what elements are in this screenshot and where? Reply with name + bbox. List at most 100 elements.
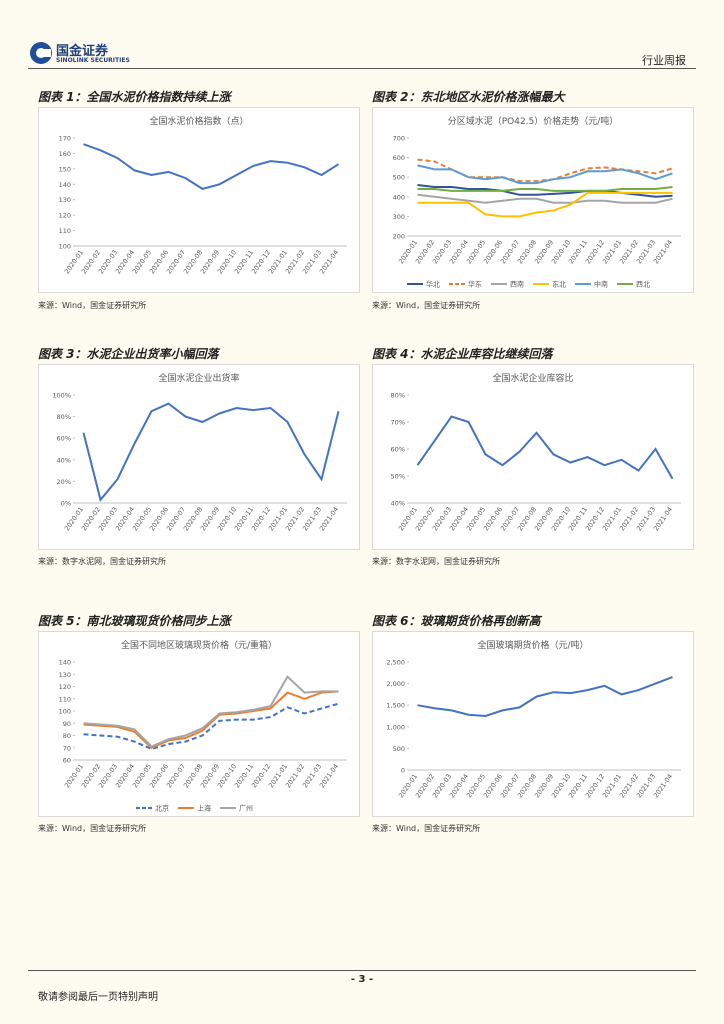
figure-caption: 图表 1：全国水泥价格指数持续上涨 bbox=[38, 88, 358, 108]
y-tick-label: 100 bbox=[59, 243, 71, 251]
y-tick-label: 200 bbox=[393, 233, 405, 241]
y-tick-label: 70% bbox=[391, 419, 405, 427]
y-tick-label: 20% bbox=[57, 478, 71, 486]
y-tick-label: 80% bbox=[391, 392, 405, 400]
y-tick-label: 110 bbox=[59, 227, 71, 235]
y-tick-label: 500 bbox=[393, 745, 405, 753]
legend-label: 华东 bbox=[468, 280, 482, 289]
line-series bbox=[417, 191, 673, 218]
chart-title: 全国玻璃期货价格（元/吨） bbox=[477, 639, 588, 651]
y-tick-label: 110 bbox=[59, 695, 71, 703]
y-tick-label: 40% bbox=[57, 456, 71, 464]
chart: 全国玻璃期货价格（元/吨）05001,0001,5002,0002,500202… bbox=[386, 639, 681, 799]
section: 行业周报 bbox=[642, 54, 686, 67]
y-tick-label: 130 bbox=[59, 671, 71, 679]
y-tick-label: 1,000 bbox=[386, 723, 405, 731]
y-tick-label: 2,500 bbox=[386, 659, 405, 667]
figure-source: 来源：数字水泥网，国金证券研究所 bbox=[38, 557, 166, 566]
chart-title: 全国水泥价格指数（点） bbox=[149, 115, 248, 127]
y-tick-label: 600 bbox=[393, 154, 405, 162]
line-series bbox=[82, 402, 340, 502]
line-series bbox=[417, 186, 673, 192]
figure-caption: 图表 5：南北玻璃现货价格同步上涨 bbox=[38, 612, 358, 632]
footer-rule bbox=[28, 970, 696, 971]
chart-box: 全国不同地区玻璃现货价格（元/重箱） 60 70 80 90 100 110 120 130 14… bbox=[38, 631, 360, 817]
y-tick-label: 80% bbox=[57, 413, 71, 421]
y-tick-label: 300 bbox=[393, 213, 405, 221]
legend-label: 华北 bbox=[426, 280, 440, 289]
figure-source: 来源：Wind，国金证券研究所 bbox=[372, 301, 481, 310]
chart-box: 全国水泥企业出货率 0% 20% 40% 60% 80% 100% 2020-01 2020-0… bbox=[38, 364, 360, 550]
line-series bbox=[83, 675, 339, 748]
disclaimer: 敬请参阅最后一页特别声明 bbox=[38, 992, 158, 1003]
y-tick-label: 120 bbox=[59, 212, 71, 220]
line-series bbox=[83, 143, 340, 190]
y-tick-label: 700 bbox=[393, 135, 405, 143]
y-tick-label: 100% bbox=[52, 392, 71, 400]
y-tick-label: 40% bbox=[391, 500, 405, 508]
chart-box: 全国水泥价格指数（点） 100 110 120 130 140 150 160 170 2020-… bbox=[38, 107, 360, 293]
y-tick-label: 0% bbox=[61, 500, 71, 508]
y-tick-label: 2,000 bbox=[386, 680, 405, 688]
line-series bbox=[417, 164, 673, 185]
y-tick-label: 60 bbox=[63, 757, 71, 765]
page-number: - 3 - bbox=[350, 974, 374, 985]
figure-caption: 图表 6：玻璃期货价格再创新高 bbox=[372, 612, 692, 632]
y-tick-label: 0 bbox=[401, 767, 405, 775]
y-tick-label: 1,500 bbox=[386, 702, 405, 710]
y-tick-label: 60% bbox=[391, 446, 405, 454]
chart-title: 分区域水泥（PO42.5）价格走势（元/吨） bbox=[448, 115, 619, 127]
chart-title: 全国不同地区玻璃现货价格（元/重箱） bbox=[121, 639, 277, 651]
legend-label: 上海 bbox=[197, 804, 211, 813]
line-series bbox=[416, 415, 674, 480]
figure-source: 来源：Wind，国金证券研究所 bbox=[38, 824, 147, 833]
logo-icon bbox=[30, 42, 52, 64]
y-tick-label: 400 bbox=[393, 193, 405, 201]
legend-label: 西南 bbox=[510, 280, 524, 289]
chart-title: 全国水泥企业库容比 bbox=[492, 372, 573, 384]
y-tick-label: 140 bbox=[59, 659, 71, 667]
chart: 全国水泥企业库容比40%50%60%70%80%2020-012020-0220… bbox=[391, 372, 681, 532]
y-tick-label: 130 bbox=[59, 196, 71, 204]
figure-caption: 图表 3：水泥企业出货率小幅回落 bbox=[38, 345, 358, 365]
figure-source: 来源：数字水泥网，国金证券研究所 bbox=[372, 557, 500, 566]
line-series bbox=[83, 690, 339, 749]
y-tick-label: 80 bbox=[63, 732, 71, 740]
logo: 国金证券 SINOLINK SECURITIES bbox=[28, 40, 130, 66]
y-tick-label: 70 bbox=[63, 744, 71, 752]
chart: 全国不同地区玻璃现货价格（元/重箱） 60 70 80 90 100 110 120 130 14… bbox=[59, 639, 347, 813]
line-series bbox=[417, 676, 673, 718]
y-tick-label: 140 bbox=[59, 181, 71, 189]
y-tick-label: 60% bbox=[57, 435, 71, 443]
figure-source: 来源：Wind，国金证券研究所 bbox=[372, 824, 481, 833]
figure-caption: 图表 4：水泥企业库容比继续回落 bbox=[372, 345, 692, 365]
header-rule bbox=[28, 68, 696, 69]
y-tick-label: 170 bbox=[59, 135, 71, 143]
chart: 全国水泥价格指数（点）1001101201301401501601702020-… bbox=[59, 115, 347, 275]
logo-en: SINOLINK SECURITIES bbox=[56, 57, 130, 64]
figure-caption: 图表 2：东北地区水泥价格涨幅最大 bbox=[372, 88, 692, 108]
chart-box: 分区域水泥（PO42.5）价格走势（元/吨） 200 300 400 500 600 700… bbox=[372, 107, 694, 293]
line-series bbox=[417, 193, 673, 204]
chart: 全国水泥企业出货率0%20%40%60%80%100%2020-012020-0… bbox=[52, 372, 347, 532]
line-series bbox=[83, 702, 339, 751]
y-tick-label: 90 bbox=[63, 720, 71, 728]
figure-source: 来源：Wind，国金证券研究所 bbox=[38, 301, 147, 310]
legend-label: 中南 bbox=[594, 280, 608, 289]
chart-box: 全国玻璃期货价格（元/吨） 0 500 1,000 1,500 2,000 2,500 202… bbox=[372, 631, 694, 817]
y-tick-label: 160 bbox=[59, 150, 71, 158]
legend-label: 东北 bbox=[552, 280, 566, 289]
logo-cn: 国金证券 bbox=[56, 44, 109, 59]
chart: 分区域水泥（PO42.5）价格走势（元/吨） 200 300 400 500 600 700… bbox=[393, 115, 681, 289]
y-tick-label: 150 bbox=[59, 165, 71, 173]
legend-label: 西北 bbox=[636, 281, 650, 289]
legend-label: 北京 bbox=[155, 804, 169, 813]
y-tick-label: 120 bbox=[59, 683, 71, 691]
y-tick-label: 500 bbox=[393, 174, 405, 182]
chart-box: 全国水泥企业库容比 40% 50% 60% 70% 80% 2020-01 2020-02 20… bbox=[372, 364, 694, 550]
legend-label: 广州 bbox=[239, 804, 253, 813]
chart-title: 全国水泥企业出货率 bbox=[158, 372, 239, 384]
y-tick-label: 100 bbox=[59, 708, 71, 716]
y-tick-label: 50% bbox=[391, 473, 405, 481]
